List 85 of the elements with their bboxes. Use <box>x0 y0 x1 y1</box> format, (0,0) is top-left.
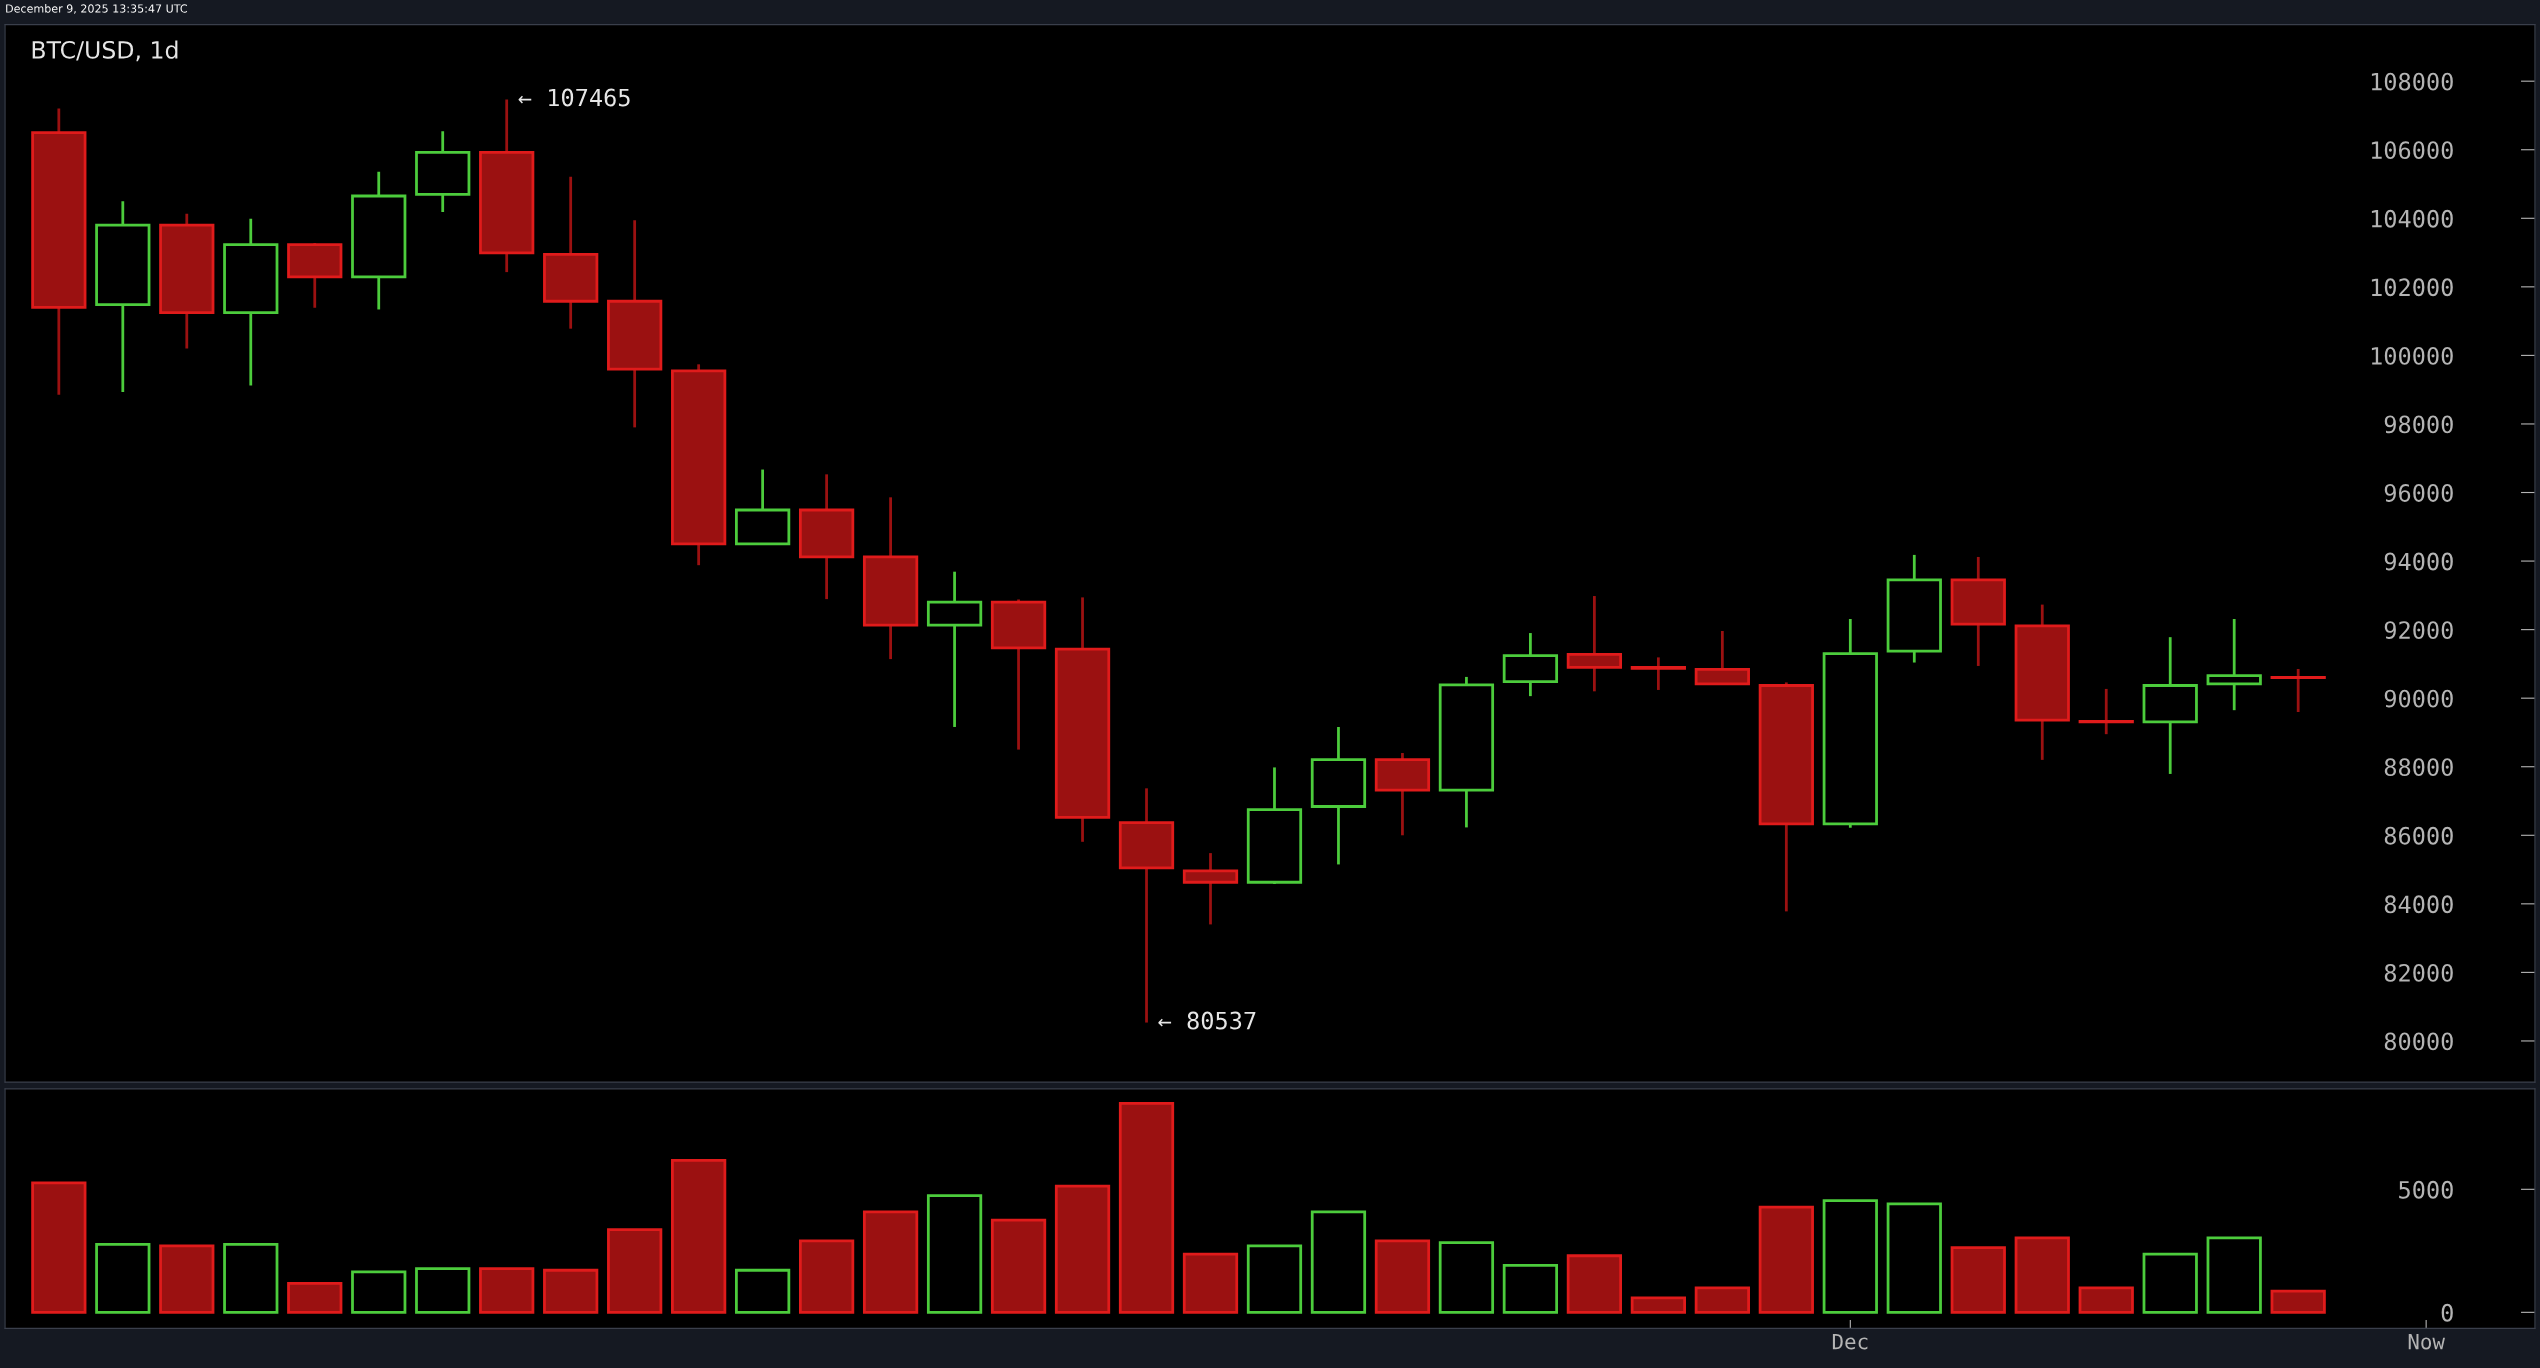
candlestick <box>1566 594 1623 693</box>
bar <box>1118 1102 1175 1314</box>
candlestick <box>415 129 471 214</box>
candlestick <box>1822 617 1878 830</box>
candlestick <box>2270 667 2326 714</box>
bar <box>287 1281 343 1314</box>
candlestick <box>1054 596 1111 844</box>
x-tick-label: Dec <box>1832 1333 1868 1350</box>
bar <box>1886 1202 1942 1314</box>
bar <box>1694 1286 1750 1314</box>
bar <box>543 1268 599 1314</box>
candlestick <box>926 570 983 729</box>
candlestick <box>159 212 215 350</box>
bar <box>31 1181 87 1314</box>
annotation: ← 80537 <box>1158 1011 1256 1030</box>
bar <box>1502 1263 1559 1314</box>
candlestick <box>31 107 87 397</box>
bar <box>1246 1244 1303 1314</box>
y-tick-label: 80000 <box>2384 1032 2453 1051</box>
bar <box>159 1244 215 1314</box>
bar <box>671 1158 727 1314</box>
y-tick-label: 5000 <box>2399 1180 2453 1199</box>
bar <box>798 1239 855 1314</box>
candlestick <box>95 199 151 394</box>
y-tick-label: 86000 <box>2384 826 2453 845</box>
y-tick-label: 82000 <box>2384 963 2453 982</box>
candlestick <box>862 495 919 661</box>
candlestick <box>2078 687 2134 736</box>
candlestick <box>1886 553 1942 664</box>
candlestick <box>543 175 599 331</box>
y-tick-label: 90000 <box>2384 689 2453 708</box>
x-tick-label: Now <box>2408 1333 2445 1350</box>
candlestick <box>1502 631 1559 698</box>
candlestick <box>798 472 855 601</box>
bar <box>2014 1236 2070 1314</box>
candlestick <box>479 98 535 274</box>
candlestick <box>223 217 279 387</box>
bar <box>926 1194 983 1314</box>
candlestick <box>1950 555 2006 668</box>
bar <box>862 1210 919 1314</box>
bar <box>1438 1241 1495 1314</box>
y-tick-label: 88000 <box>2384 758 2453 777</box>
bar <box>415 1267 471 1314</box>
candlestick <box>607 218 663 429</box>
candlestick <box>351 170 407 311</box>
bar <box>2142 1252 2198 1314</box>
bar <box>2270 1289 2326 1314</box>
bar <box>1054 1184 1111 1314</box>
bar <box>1310 1210 1367 1314</box>
bar <box>990 1218 1047 1314</box>
annotation: ← 107465 <box>518 88 630 107</box>
candlestick <box>1310 725 1367 866</box>
y-tick-label: 84000 <box>2384 895 2453 914</box>
bar <box>1758 1205 1814 1314</box>
candlestick <box>2014 603 2070 762</box>
bar <box>479 1267 535 1314</box>
bar <box>1630 1296 1686 1314</box>
bar <box>95 1243 151 1314</box>
y-tick-label: 94000 <box>2384 552 2453 571</box>
bar <box>1374 1239 1431 1314</box>
bar <box>607 1228 663 1314</box>
y-tick-label: 100000 <box>2371 346 2453 365</box>
y-tick-label: 0 <box>2441 1303 2453 1322</box>
text: December 9, 2025 13:35:47 UTC <box>6 4 188 14</box>
y-tick-label: 98000 <box>2384 415 2453 434</box>
y-tick-label: 96000 <box>2384 484 2453 502</box>
candlestick <box>1182 851 1239 926</box>
bar <box>2078 1286 2134 1314</box>
bar <box>1950 1246 2006 1314</box>
candlestick <box>1630 656 1686 692</box>
bar <box>351 1270 407 1314</box>
bar <box>735 1268 791 1314</box>
y-tick-label: 104000 <box>2371 209 2453 228</box>
bar <box>2206 1236 2262 1314</box>
text: BTC/USD, 1d <box>32 40 178 62</box>
y-tick-label: 102000 <box>2371 278 2453 297</box>
candlestick <box>2206 617 2262 712</box>
candlestick <box>2142 635 2198 776</box>
bar <box>1822 1199 1878 1314</box>
y-tick-label: 106000 <box>2371 141 2453 160</box>
y-tick-label: 92000 <box>2384 621 2453 639</box>
bar <box>223 1243 279 1314</box>
bar <box>1566 1254 1623 1314</box>
bar <box>1182 1252 1239 1314</box>
y-tick-label: 108000 <box>2371 72 2453 91</box>
